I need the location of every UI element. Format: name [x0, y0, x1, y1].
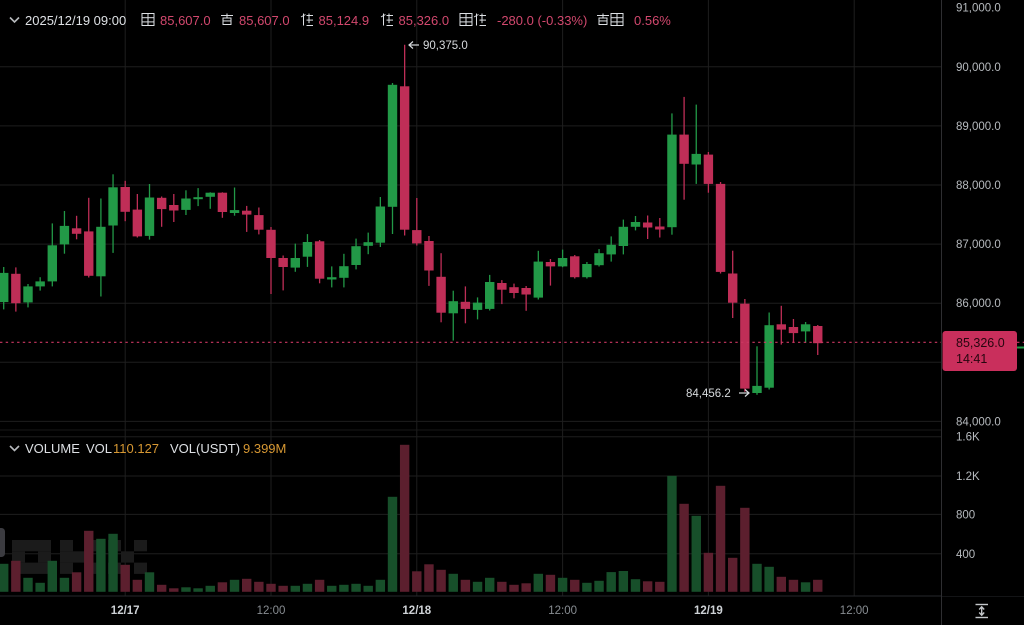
svg-text:VOLUME: VOLUME [25, 441, 80, 456]
svg-text:86,000.0: 86,000.0 [956, 298, 1001, 310]
svg-text:12:00: 12:00 [257, 605, 286, 617]
svg-text:85,326.0: 85,326.0 [956, 336, 1005, 350]
svg-text:91,000.0: 91,000.0 [956, 3, 1001, 15]
svg-text:0.56%: 0.56% [634, 13, 671, 28]
svg-text:84,000.0: 84,000.0 [956, 416, 1001, 428]
svg-text:VOL(USDT): VOL(USDT) [170, 441, 240, 456]
svg-text:110.127: 110.127 [113, 441, 159, 456]
svg-text:VOL: VOL [86, 441, 112, 456]
svg-text:12/18: 12/18 [402, 605, 431, 617]
svg-text:89,000.0: 89,000.0 [956, 121, 1001, 133]
svg-text:-280.0 (-0.33%): -280.0 (-0.33%) [497, 13, 587, 28]
svg-text:90,375.0: 90,375.0 [423, 40, 468, 52]
svg-text:12/19: 12/19 [694, 605, 723, 617]
svg-text:12:00: 12:00 [548, 605, 577, 617]
svg-text:12/17: 12/17 [111, 605, 140, 617]
svg-text:88,000.0: 88,000.0 [956, 180, 1001, 192]
svg-text:400: 400 [956, 549, 975, 561]
svg-text:90,000.0: 90,000.0 [956, 62, 1001, 74]
svg-text:87,000.0: 87,000.0 [956, 239, 1001, 251]
svg-text:9.399M: 9.399M [243, 441, 286, 456]
svg-text:85,326.0: 85,326.0 [399, 13, 450, 28]
svg-text:12:00: 12:00 [840, 605, 869, 617]
svg-text:84,456.2: 84,456.2 [686, 388, 731, 400]
svg-text:14:41: 14:41 [956, 352, 987, 366]
svg-text:800: 800 [956, 509, 975, 521]
svg-text:1.6K: 1.6K [956, 432, 980, 444]
svg-text:85,124.9: 85,124.9 [319, 13, 370, 28]
svg-text:85,607.0: 85,607.0 [160, 13, 211, 28]
svg-text:2025/12/19 09:00: 2025/12/19 09:00 [25, 13, 126, 28]
svg-text:1.2K: 1.2K [956, 471, 980, 483]
svg-text:85,607.0: 85,607.0 [239, 13, 290, 28]
